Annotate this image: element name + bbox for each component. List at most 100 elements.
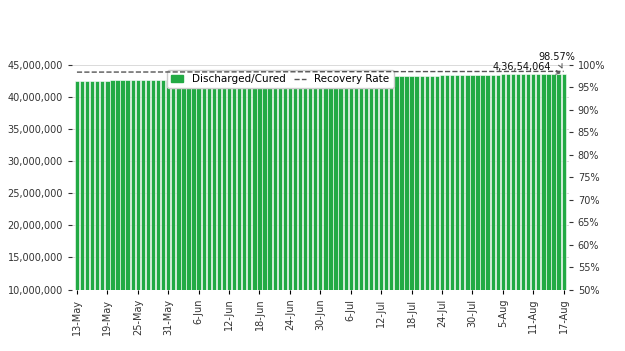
Bar [85,81,89,351]
Bar [116,80,119,351]
Bar [516,74,520,351]
Bar [465,75,469,351]
Bar [460,75,464,351]
Bar [323,77,328,351]
Bar [414,76,419,351]
Bar [136,80,140,351]
Bar [379,77,383,351]
Bar [191,79,196,351]
Bar [288,78,292,351]
Bar [430,75,434,351]
Bar [272,78,277,351]
Text: 4,36,54,064: 4,36,54,064 [492,62,560,74]
Bar [253,78,256,351]
Bar [242,78,246,351]
Bar [389,76,394,351]
Bar [551,74,556,351]
Bar [344,77,348,351]
Text: 98.57%: 98.57% [538,52,575,68]
Bar [561,74,566,351]
Bar [445,75,449,351]
Bar [100,81,104,351]
Bar [476,75,479,351]
Bar [308,78,312,351]
Bar [151,80,155,351]
Bar [171,80,176,351]
Bar [536,74,541,351]
Bar [131,80,135,351]
Bar [258,78,262,351]
Bar [75,81,79,351]
Bar [105,80,109,351]
Bar [359,77,363,351]
Bar [384,76,388,351]
Bar [501,74,505,351]
Bar [282,78,287,351]
Bar [440,75,444,351]
Bar [409,76,414,351]
Bar [222,79,226,351]
Bar [313,77,318,351]
Bar [121,80,125,351]
Bar [486,75,490,351]
Bar [496,74,500,351]
Bar [424,76,429,351]
Bar [369,77,373,351]
Bar [80,81,84,351]
Bar [470,75,474,351]
Bar [349,77,353,351]
Bar [181,79,186,351]
Bar [455,75,459,351]
Bar [328,77,332,351]
Bar [481,75,485,351]
Bar [126,80,130,351]
Bar [541,74,546,351]
Bar [374,77,378,351]
Bar [237,79,241,351]
Bar [404,76,409,351]
Bar [521,74,525,351]
Bar [207,79,211,351]
Bar [227,79,231,351]
Bar [146,80,150,351]
Bar [333,77,338,351]
Bar [232,79,236,351]
Bar [141,80,145,351]
Bar [450,75,454,351]
Bar [511,74,515,351]
Bar [531,74,536,351]
Bar [196,79,201,351]
Bar [212,79,216,351]
Bar [166,80,171,351]
Bar [298,78,302,351]
Bar [278,78,282,351]
Bar [491,75,495,351]
Bar [419,76,424,351]
Bar [506,74,510,351]
Bar [303,78,308,351]
Bar [217,79,221,351]
Bar [435,75,439,351]
Bar [292,78,297,351]
Bar [268,78,272,351]
Bar [399,76,404,351]
Bar [546,74,551,351]
Bar [318,77,322,351]
Bar [176,79,181,351]
Bar [95,81,99,351]
Bar [556,74,561,351]
Bar [110,80,114,351]
Bar [354,77,358,351]
Bar [339,77,342,351]
Bar [201,79,206,351]
Bar [161,80,165,351]
Bar [186,79,191,351]
Bar [90,81,94,351]
Text: Recovered cases over 4.36 Cr & Recovery rate at 98.57%: Recovered cases over 4.36 Cr & Recovery … [33,15,592,33]
Bar [247,78,251,351]
Bar [156,80,160,351]
Bar [526,74,531,351]
Bar [394,76,399,351]
Legend: Discharged/Cured, Recovery Rate: Discharged/Cured, Recovery Rate [166,70,394,88]
Bar [262,78,267,351]
